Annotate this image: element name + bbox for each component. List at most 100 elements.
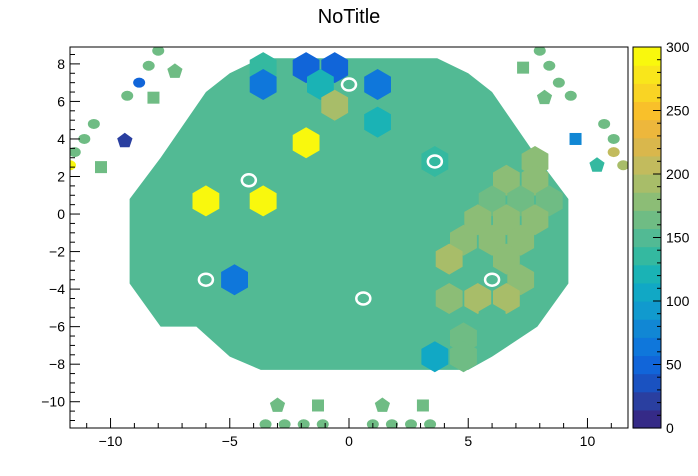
hex-cell-30 [464, 283, 492, 314]
colorbar-band-7 [633, 282, 661, 302]
outer-marker-26 [374, 397, 390, 412]
empty-cell-ring-4 [483, 272, 501, 287]
hex-cell-3 [249, 69, 277, 100]
colorbar-label-250: 250 [666, 103, 690, 119]
colorbar-band-12 [633, 192, 661, 211]
y-tick-label--4: −4 [49, 281, 65, 297]
colorbar-band-4 [633, 337, 661, 357]
outer-marker-3 [133, 77, 146, 88]
empty-cell-ring-0 [340, 77, 358, 92]
y-tick-label-2: 2 [57, 169, 65, 185]
outer-marker-12 [533, 47, 546, 56]
outer-marker-34 [405, 419, 417, 428]
hex-cell-25 [435, 243, 463, 275]
hex-cell-32 [478, 303, 506, 335]
empty-cell-ring-5 [355, 291, 372, 306]
outer-marker-2 [167, 63, 183, 78]
outer-marker-35 [424, 419, 437, 428]
colorbar-band-0 [633, 409, 661, 429]
chart-title: NoTitle [318, 6, 381, 28]
cells-layer [192, 52, 563, 373]
outer-marker-13 [543, 60, 556, 71]
colorbar-band-18 [633, 83, 661, 103]
hex-cell-13 [521, 164, 549, 196]
hex-cell-35 [450, 341, 477, 373]
colorbar: 0 50 100 150 200 250 300 [632, 39, 690, 436]
colorbar-label-0: 0 [666, 420, 674, 436]
colorbar-band-9 [633, 246, 661, 266]
outer-marker-16 [564, 90, 577, 101]
x-tick-label--5: −5 [222, 433, 238, 449]
colorbar-band-6 [633, 301, 661, 320]
outer-marker-8 [117, 132, 133, 148]
hex-cell-31 [493, 283, 520, 314]
hex-cell-34 [421, 341, 449, 373]
hex-cell-7 [364, 106, 391, 138]
colorbar-label-150: 150 [666, 230, 690, 246]
outer-marker-30 [297, 419, 310, 428]
outer-marker-19 [569, 132, 582, 145]
colorbar-band-14 [633, 155, 661, 175]
y-tick-label--6: −6 [49, 319, 65, 335]
y-tick-label-6: 6 [57, 93, 65, 109]
colorbar-band-8 [633, 264, 661, 284]
y-tick-label-4: 4 [57, 131, 65, 147]
plot-area [70, 47, 628, 428]
y-tick-label-0: 0 [57, 206, 65, 222]
colorbar-band-3 [633, 355, 661, 375]
outer-marker-27 [416, 399, 429, 412]
outer-marker-25 [312, 399, 324, 412]
holes-layer [197, 77, 501, 306]
outer-marker-10 [70, 160, 76, 171]
outer-marker-29 [278, 419, 291, 428]
outer-marker-4 [121, 90, 134, 101]
outer-marker-1 [142, 60, 155, 71]
outer-marker-28 [259, 419, 272, 428]
x-tick-label-10: 10 [580, 433, 596, 449]
hex-cell-4 [307, 69, 334, 100]
outer-marker-5 [147, 91, 160, 104]
colorbar-band-15 [633, 137, 661, 157]
hex-cell-26 [493, 243, 520, 275]
colorbar-band-19 [633, 65, 661, 84]
empty-cell-ring-1 [240, 173, 258, 188]
y-tick-label--8: −8 [49, 356, 65, 372]
colorbar-band-13 [633, 174, 661, 193]
hex-cell-15 [249, 185, 277, 217]
colorbar-band-10 [633, 228, 661, 248]
colorbar-band-20 [633, 47, 661, 66]
outer-marker-17 [536, 89, 553, 105]
colorbar-label-100: 100 [666, 293, 690, 309]
y-tick-label--2: −2 [49, 244, 65, 260]
colorbar-band-5 [633, 319, 661, 338]
outer-marker-0 [152, 47, 165, 56]
outer-marker-7 [78, 133, 91, 144]
colorbar-band-17 [633, 101, 661, 121]
outer-marker-24 [269, 397, 286, 412]
hex-cell-9 [292, 127, 320, 159]
empty-cell-ring-3 [197, 272, 215, 287]
outer-marker-14 [517, 61, 530, 74]
hex-cell-8 [192, 106, 220, 138]
x-tick-label-5: 5 [464, 433, 472, 449]
y-tick-label-8: 8 [57, 56, 65, 72]
hex-cell-12 [493, 164, 520, 196]
hex-cell-20 [493, 204, 520, 236]
hex-cell-27 [221, 264, 248, 296]
colorbar-band-1 [633, 391, 661, 411]
y-axis: −10 −8 −6 −4 −2 0 2 4 6 8 [41, 54, 80, 421]
colorbar-band-11 [633, 210, 661, 230]
x-tick-label-0: 0 [345, 433, 353, 449]
colorbar-label-300: 300 [666, 39, 690, 55]
hex-cell-21 [521, 204, 549, 236]
outer-marker-11 [95, 161, 107, 174]
hex-cell-5 [364, 69, 391, 100]
outer-marker-6 [87, 118, 100, 129]
hex-cell-19 [464, 204, 492, 236]
hex-cell-29 [435, 283, 463, 314]
outer-marker-20 [607, 133, 620, 144]
empty-cell-ring-2 [426, 154, 444, 169]
colorbar-band-2 [633, 373, 661, 393]
colorbar-label-200: 200 [666, 166, 690, 182]
